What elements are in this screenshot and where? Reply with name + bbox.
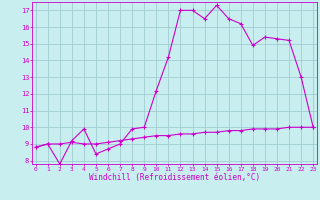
X-axis label: Windchill (Refroidissement éolien,°C): Windchill (Refroidissement éolien,°C)	[89, 173, 260, 182]
